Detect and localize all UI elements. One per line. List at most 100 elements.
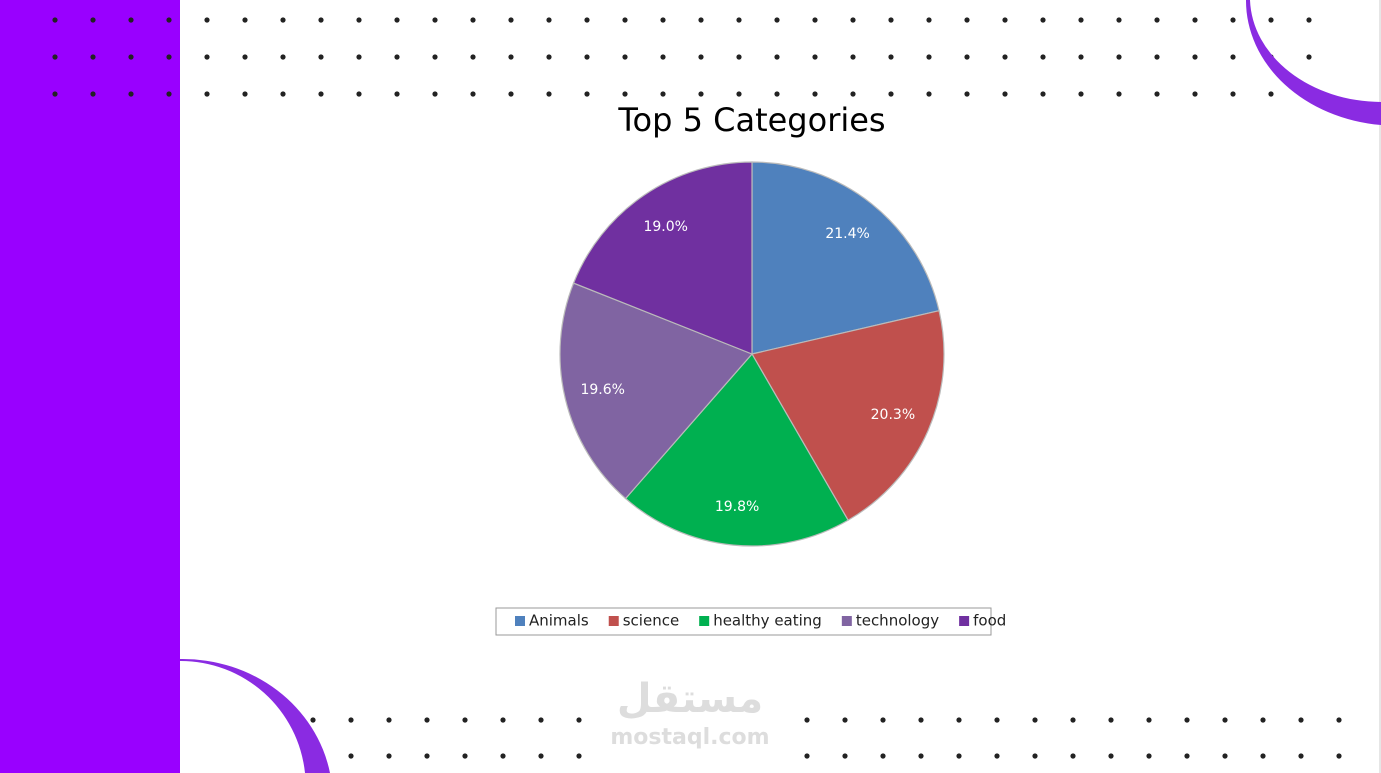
dot (1230, 91, 1236, 97)
dot (1192, 54, 1198, 60)
pie-slice (751, 309, 945, 522)
dot (356, 91, 362, 97)
dot (1002, 54, 1008, 60)
dot (956, 717, 962, 723)
dot (90, 54, 96, 60)
dot (1298, 753, 1304, 759)
dot (584, 54, 590, 60)
dot (128, 17, 134, 23)
dot (1268, 91, 1274, 97)
legend-label: Animals (529, 612, 589, 630)
dot (584, 91, 590, 97)
dot (310, 717, 316, 723)
dot (462, 717, 468, 723)
dot (994, 753, 1000, 759)
dot (52, 54, 58, 60)
legend-label: healthy eating (713, 612, 822, 630)
dot (1078, 17, 1084, 23)
dot (386, 753, 392, 759)
dot (1154, 91, 1160, 97)
dot (698, 54, 704, 60)
dot (964, 17, 970, 23)
dot (1306, 17, 1312, 23)
dot (804, 753, 810, 759)
watermark-site: mostaql.com (610, 725, 769, 750)
dot (538, 717, 544, 723)
dot (242, 54, 248, 60)
dot (850, 54, 856, 60)
dot (348, 753, 354, 759)
dot (956, 753, 962, 759)
dot (166, 17, 172, 23)
dot (394, 91, 400, 97)
dot (128, 91, 134, 97)
dot (470, 91, 476, 97)
dot (500, 717, 506, 723)
legend-label: technology (856, 612, 939, 630)
dot (318, 91, 324, 97)
dot (386, 717, 392, 723)
dot (660, 54, 666, 60)
dot (356, 54, 362, 60)
dot (394, 17, 400, 23)
dot (546, 91, 552, 97)
data-label: 20.3% (871, 407, 915, 423)
dot (888, 54, 894, 60)
dot (280, 91, 286, 97)
dot (1146, 717, 1152, 723)
corner-arc (1245, 0, 1381, 125)
legend-label: science (623, 612, 679, 630)
dot (850, 17, 856, 23)
dot (804, 717, 810, 723)
pie-slice (559, 282, 754, 500)
dot (1040, 91, 1046, 97)
dot (812, 17, 818, 23)
dot (736, 17, 742, 23)
legend-swatch (959, 616, 970, 626)
dot (880, 717, 886, 723)
dot (90, 91, 96, 97)
dot (1336, 717, 1342, 723)
data-label: 21.4% (825, 226, 869, 242)
dot (1230, 17, 1236, 23)
dot (926, 54, 932, 60)
chart-title: Top 5 Categories (617, 101, 885, 139)
pie-slice (624, 352, 849, 547)
dot (1116, 91, 1122, 97)
dot (1002, 91, 1008, 97)
dot (842, 753, 848, 759)
pie-slice (572, 161, 753, 355)
dot-pattern (52, 17, 1342, 759)
pie: 21.4% 20.3% 19.8% 19.6% 19.0% (559, 161, 945, 547)
dot (1040, 17, 1046, 23)
dot (1336, 753, 1342, 759)
dot (1298, 717, 1304, 723)
dot (576, 717, 582, 723)
dot (1032, 753, 1038, 759)
dot (964, 91, 970, 97)
dot (926, 91, 932, 97)
dot (584, 17, 590, 23)
dot (622, 54, 628, 60)
dot (850, 91, 856, 97)
dot (1032, 717, 1038, 723)
dot (774, 17, 780, 23)
dot (1230, 54, 1236, 60)
dot (1184, 717, 1190, 723)
dot (1070, 753, 1076, 759)
dot (964, 54, 970, 60)
dot (280, 17, 286, 23)
dot (1078, 54, 1084, 60)
dot (918, 717, 924, 723)
dot (538, 753, 544, 759)
dot (1222, 717, 1228, 723)
dot (128, 54, 134, 60)
dot (1154, 54, 1160, 60)
dot (508, 17, 514, 23)
legend-swatch (608, 616, 619, 626)
dot (470, 17, 476, 23)
dot (280, 54, 286, 60)
pie-slice (751, 161, 940, 355)
dot (812, 54, 818, 60)
